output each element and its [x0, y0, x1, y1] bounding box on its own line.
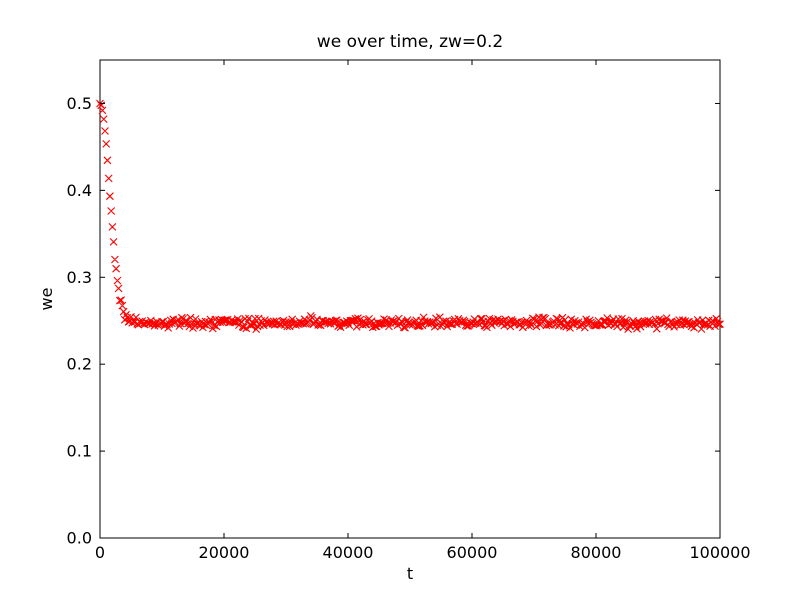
x-tick-label: 40000 [323, 543, 374, 562]
plot-area [99, 59, 721, 539]
x-tick-label: 80000 [571, 543, 622, 562]
x-tick-label: 0 [95, 543, 105, 562]
tick-marks-layer [99, 60, 721, 539]
x-tick-label: 20000 [199, 543, 250, 562]
y-tick-label: 0.4 [67, 181, 92, 200]
y-tick-label: 0.3 [67, 268, 92, 287]
y-tick-label: 0.0 [67, 529, 92, 548]
y-axis-label: we [37, 288, 56, 311]
y-tick-label: 0.2 [67, 355, 92, 374]
y-tick-label: 0.1 [67, 442, 92, 461]
tick-labels-layer: 0 20000 40000 60000 80000 100000 0.0 0.1 0.2 0.3 0… [67, 94, 751, 562]
x-tick-label: 100000 [689, 543, 750, 562]
chart-title: we over time, zw=0.2 [317, 32, 503, 52]
x-axis-label: t [407, 564, 413, 583]
y-tick-label: 0.5 [67, 94, 92, 113]
x-tick-label: 60000 [447, 543, 498, 562]
